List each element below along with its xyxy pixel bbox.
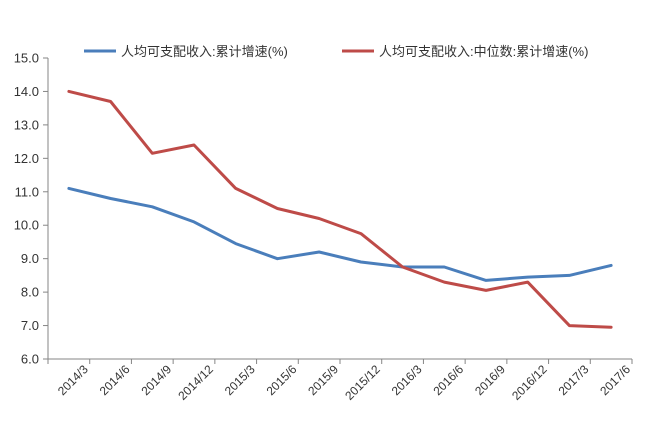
y-tick-label: 10.0 xyxy=(14,218,39,233)
y-tick-label: 14.0 xyxy=(14,84,39,99)
x-tick-label: 2014/3 xyxy=(55,362,91,398)
x-tick-label: 2017/3 xyxy=(556,362,592,398)
x-tick-label: 2015/3 xyxy=(222,362,258,398)
x-tick-label: 2015/6 xyxy=(264,362,300,398)
x-tick-label: 2016/6 xyxy=(430,362,466,398)
series-layer xyxy=(67,89,613,329)
y-tick-label: 7.0 xyxy=(21,318,39,333)
y-tick-label: 13.0 xyxy=(14,117,39,132)
x-tick-label: 2014/9 xyxy=(138,362,174,398)
y-tick-label: 15.0 xyxy=(14,51,39,66)
x-tick-label: 2016/9 xyxy=(472,362,508,398)
x-tick-label: 2014/12 xyxy=(175,362,216,403)
y-tick-label: 12.0 xyxy=(14,151,39,166)
legend: 人均可支配收入:累计增速(%) 人均可支配收入:中位数:累计增速(%) xyxy=(84,44,588,59)
axes: 6.0 7.0 8.0 9.0 10.0 11.0 12.0 13.0 14.0 15.0 2014… xyxy=(14,51,634,403)
x-tick-label: 2015/12 xyxy=(342,362,383,403)
x-tick-label: 2017/6 xyxy=(597,362,633,398)
series-line-1 xyxy=(67,186,613,282)
legend-label-series-1: 人均可支配收入:累计增速(%) xyxy=(121,44,288,59)
y-tick-label: 9.0 xyxy=(21,251,39,266)
legend-label-series-2: 人均可支配收入:中位数:累计增速(%) xyxy=(379,44,588,59)
x-tick-label: 2016/3 xyxy=(389,362,425,398)
y-tick-label: 11.0 xyxy=(15,184,39,199)
x-tick-label: 2016/12 xyxy=(509,362,550,403)
y-tick-label: 6.0 xyxy=(21,352,39,367)
series-line-2 xyxy=(67,89,613,329)
x-tick-label: 2014/6 xyxy=(97,362,133,398)
x-tick-label: 2015/9 xyxy=(305,362,341,398)
y-tick-label: 8.0 xyxy=(21,285,39,300)
